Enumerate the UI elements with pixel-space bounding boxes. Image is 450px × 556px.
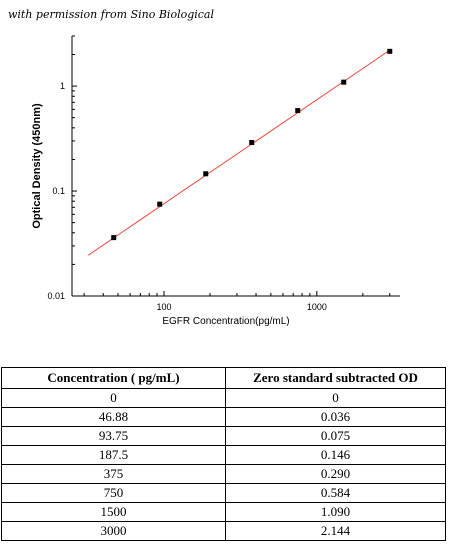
cell-od: 0.075 [225, 426, 446, 446]
table-row: 46.88 0.036 [1, 407, 446, 427]
table-row: 750 0.584 [1, 483, 446, 503]
cell-concentration: 0 [1, 388, 226, 408]
table-row: 187.5 0.146 [1, 445, 446, 465]
table-header-row: Concentration ( pg/mL) Zero standard sub… [1, 367, 446, 389]
data-point [203, 171, 209, 177]
cell-concentration: 1500 [1, 502, 226, 522]
cell-od: 0 [225, 388, 446, 408]
cell-od: 2.144 [225, 521, 446, 541]
permission-caption: with permission from Sino Biological [8, 8, 215, 21]
data-point [249, 140, 255, 146]
table-row: 375 0.290 [1, 464, 446, 484]
header-od: Zero standard subtracted OD [225, 367, 446, 389]
fit-line [88, 49, 391, 256]
data-point [157, 201, 163, 207]
y-tick-label: 0.1 [52, 186, 65, 196]
cell-concentration: 3000 [1, 521, 226, 541]
table-row: 1500 1.090 [1, 502, 446, 522]
data-point [111, 235, 117, 241]
y-tick-label: 0.01 [47, 291, 65, 301]
cell-concentration: 750 [1, 483, 226, 503]
cell-od: 1.090 [225, 502, 446, 522]
calibration-chart: 0.01 0.1 1 100 1000 EGFR Concentration(pg/mL)… [31, 35, 400, 327]
cell-concentration: 93.75 [1, 426, 226, 446]
x-tick-label: 1000 [307, 302, 327, 312]
header-concentration: Concentration ( pg/mL) [1, 367, 226, 389]
cell-concentration: 375 [1, 464, 226, 484]
table-row: 3000 2.144 [1, 521, 446, 541]
y-tick-label: 1 [60, 81, 65, 91]
table-row: 93.75 0.075 [1, 426, 446, 446]
data-point [387, 48, 393, 54]
data-point [295, 108, 301, 114]
cell-concentration: 187.5 [1, 445, 226, 465]
x-axis-label: EGFR Concentration(pg/mL) [162, 316, 289, 327]
x-tick-label: 100 [156, 302, 171, 312]
cell-od: 0.146 [225, 445, 446, 465]
cell-od: 0.584 [225, 483, 446, 503]
data-table: Concentration ( pg/mL) Zero standard sub… [1, 367, 446, 541]
cell-concentration: 46.88 [1, 407, 226, 427]
cell-od: 0.290 [225, 464, 446, 484]
y-axis-label: Optical Density (450nm) [31, 103, 43, 229]
data-point [341, 79, 347, 85]
cell-od: 0.036 [225, 407, 446, 427]
